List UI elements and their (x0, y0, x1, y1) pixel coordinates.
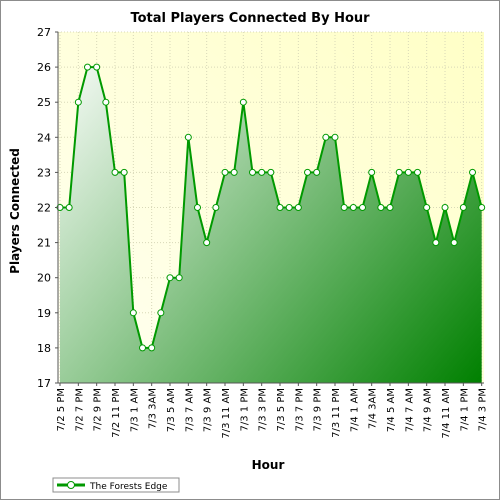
y-tick-label: 22 (37, 202, 51, 215)
y-axis-ticks: 17 18 19 20 21 22 23 24 25 26 27 (37, 26, 58, 390)
y-tick-label: 18 (37, 342, 51, 355)
y-tick-label: 27 (37, 26, 51, 39)
data-point (194, 204, 202, 211)
data-point (267, 168, 275, 176)
data-point (294, 204, 302, 211)
x-tick-label: 7/3 7 AM (184, 388, 195, 432)
data-point (129, 309, 137, 317)
data-point (111, 168, 119, 176)
data-point (459, 204, 467, 211)
x-tick-label: 7/4 11 AM (441, 388, 452, 439)
x-tick-label: 7/4 1 AM (349, 388, 360, 432)
x-tick-label: 7/3 3AM (148, 388, 159, 429)
y-tick-label: 24 (37, 131, 51, 144)
data-point (404, 168, 412, 176)
x-tick-label: 7/2 7 PM (74, 388, 85, 431)
chart-title: Total Players Connected By Hour (130, 11, 370, 26)
x-tick-label: 7/3 11 PM (331, 388, 342, 438)
data-point (386, 204, 394, 211)
data-point (349, 204, 357, 211)
x-axis-ticks: 7/2 5 PM 7/2 7 PM 7/2 9 PM 7/2 11 PM 7/3 1 A… (56, 383, 489, 439)
x-tick-label: 7/2 11 PM (111, 388, 122, 438)
data-point (331, 133, 339, 141)
x-tick-label: 7/3 9 AM (203, 388, 214, 432)
data-point (285, 204, 293, 211)
data-point (423, 204, 431, 211)
data-point (74, 98, 82, 106)
x-tick-label: 7/3 11 AM (221, 388, 232, 439)
series-markers (56, 63, 486, 352)
data-point (84, 63, 92, 71)
data-point (395, 168, 403, 176)
data-point (249, 168, 257, 176)
x-tick-label: 7/4 7 AM (404, 388, 415, 432)
data-point (368, 168, 376, 176)
data-point (414, 168, 422, 176)
data-point (65, 204, 73, 211)
x-axis-label: Hour (252, 458, 285, 472)
x-tick-label: 7/3 1 PM (239, 388, 250, 431)
legend-box (52, 477, 180, 493)
data-point (313, 168, 321, 176)
x-tick-label: 7/4 3AM (368, 388, 379, 429)
data-point (478, 204, 486, 211)
x-tick-label: 7/2 5 PM (56, 388, 67, 431)
x-tick-label: 7/4 9 AM (423, 388, 434, 432)
x-tick-label: 7/4 1 PM (459, 388, 470, 431)
x-tick-label: 7/3 7 PM (294, 388, 305, 431)
y-tick-label: 19 (37, 307, 51, 320)
y-tick-label: 20 (37, 272, 51, 285)
data-point (102, 98, 110, 106)
data-point (157, 309, 165, 317)
data-point (469, 168, 477, 176)
x-tick-label: 7/3 5 PM (276, 388, 287, 431)
x-tick-label: 7/3 3 PM (258, 388, 269, 431)
legend-marker-icon (67, 481, 75, 489)
data-point (230, 168, 238, 176)
data-point (359, 204, 367, 211)
x-tick-label: 7/3 9 PM (313, 388, 324, 431)
x-tick-label: 7/2 9 PM (93, 388, 104, 431)
x-tick-label: 7/4 3 PM (478, 388, 489, 431)
y-tick-label: 25 (37, 96, 51, 109)
data-point (322, 133, 330, 141)
data-point (139, 344, 147, 352)
y-tick-label: 23 (37, 166, 51, 179)
data-point (203, 239, 211, 247)
data-point (340, 204, 348, 211)
data-point (184, 133, 192, 141)
data-point (441, 204, 449, 211)
data-point (120, 168, 128, 176)
data-point (212, 204, 220, 211)
data-point (93, 63, 101, 71)
legend-label: The Forests Edge (89, 482, 168, 492)
data-point (166, 274, 174, 282)
data-point (221, 168, 229, 176)
x-tick-label: 7/4 5 AM (386, 388, 397, 432)
x-tick-label: 7/3 1 AM (129, 388, 140, 432)
data-point (239, 98, 247, 106)
data-point (276, 204, 284, 211)
data-point (304, 168, 312, 176)
y-tick-label: 17 (37, 377, 51, 390)
data-point (432, 239, 440, 247)
data-point (175, 274, 183, 282)
x-tick-label: 7/3 5 AM (166, 388, 177, 432)
data-point (258, 168, 266, 176)
y-axis-label: Players Connected (8, 148, 22, 274)
legend: The Forests Edge (52, 477, 180, 493)
data-point (450, 239, 458, 247)
series-area (60, 67, 482, 383)
y-tick-label: 26 (37, 61, 51, 74)
y-tick-label: 21 (37, 237, 51, 250)
data-point (377, 204, 385, 211)
data-point (148, 344, 156, 352)
